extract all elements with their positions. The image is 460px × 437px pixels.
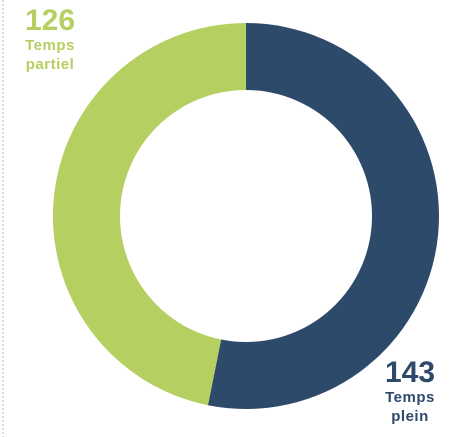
label-group: 143 Temps plein (370, 358, 450, 426)
value-label: 126 (24, 4, 76, 37)
category-label: Temps plein (385, 389, 435, 425)
value-label: 143 (384, 356, 436, 389)
label-group: 126 Temps partiel (10, 6, 90, 74)
donut-segment (207, 23, 440, 409)
donut-segment (53, 23, 246, 406)
category-label: Temps partiel (25, 37, 75, 73)
